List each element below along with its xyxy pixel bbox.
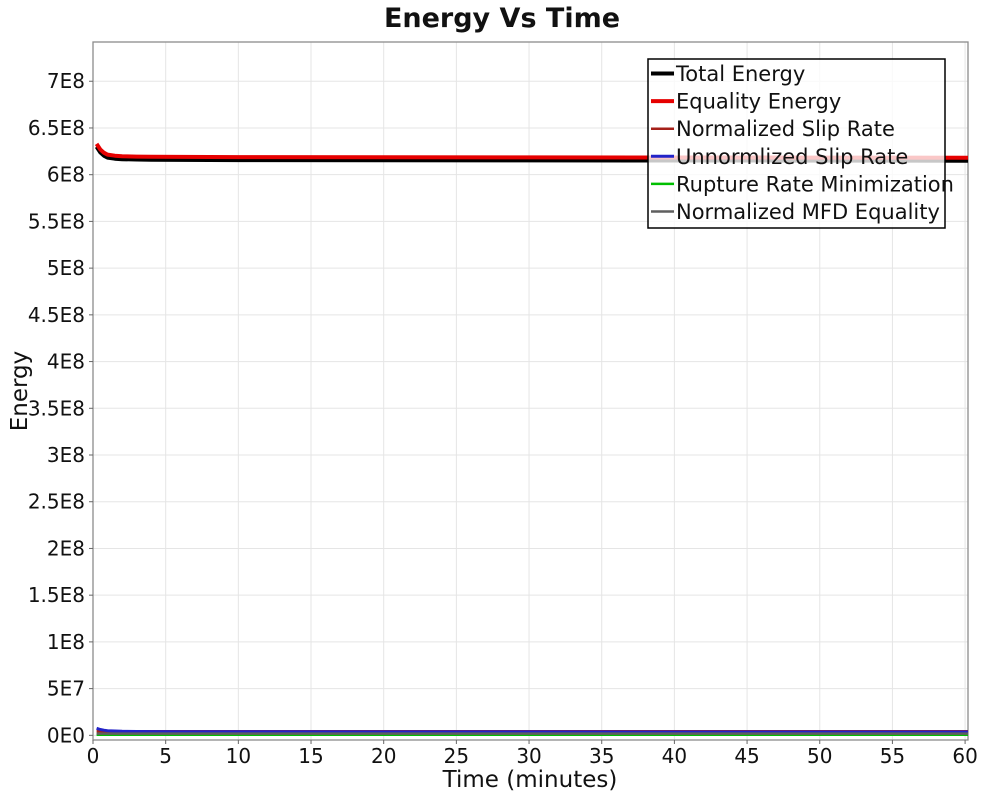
- legend-label: Total Energy: [675, 62, 805, 86]
- y-tick-label: 1.5E8: [28, 583, 85, 607]
- y-tick-label: 5E7: [47, 677, 85, 701]
- series-line-equality-energy: [94, 142, 969, 160]
- x-tick-label: 25: [444, 744, 469, 768]
- plot-border: [92, 41, 969, 741]
- legend-label: Normalized Slip Rate: [676, 117, 895, 141]
- y-tick-label: 5.5E8: [28, 209, 85, 233]
- legend-box: [647, 58, 946, 229]
- x-tick-label: 50: [807, 744, 832, 768]
- y-tick-label: 6.5E8: [28, 116, 85, 140]
- y-tick-label: 0E0: [47, 723, 85, 747]
- x-tick-label: 45: [734, 744, 759, 768]
- legend: Total Energy Equality Energy Normalized Sl…: [647, 58, 954, 229]
- x-tick-label: 20: [371, 744, 396, 768]
- y-tick-label: 5E8: [47, 256, 85, 280]
- y-tick-label: 6E8: [47, 163, 85, 187]
- y-tick-label: 2E8: [47, 536, 85, 560]
- y-axis-label: Energy: [7, 351, 33, 432]
- y-tick-label: 4.5E8: [28, 303, 85, 327]
- legend-label: Unnormlized Slip Rate: [676, 145, 908, 169]
- plot-area: 0E05E71E81.5E82E82.5E83E83.5E84E84.5E85E…: [28, 41, 978, 768]
- legend-label: Equality Energy: [676, 90, 841, 114]
- x-tick-label: 5: [159, 744, 172, 768]
- legend-label: Rupture Rate Minimization: [676, 172, 954, 196]
- y-tick-label: 2.5E8: [28, 490, 85, 514]
- y-tick-label: 4E8: [47, 350, 85, 374]
- x-tick-label: 15: [298, 744, 323, 768]
- chart-title: Energy Vs Time: [384, 3, 620, 34]
- y-tick-label: 3.5E8: [28, 396, 85, 420]
- x-tick-label: 0: [87, 744, 100, 768]
- y-tick-label: 3E8: [47, 443, 85, 467]
- x-axis-label: Time (minutes): [442, 767, 618, 793]
- x-tick-label: 60: [952, 744, 977, 768]
- x-tick-label: 10: [226, 744, 251, 768]
- series-line-total-energy: [94, 145, 969, 163]
- x-tick-label: 40: [662, 744, 687, 768]
- x-tick-label: 55: [880, 744, 905, 768]
- x-tick-label: 30: [516, 744, 541, 768]
- legend-label: Normalized MFD Equality: [676, 200, 940, 224]
- series-line-unnormlized-slip-rate: [96, 726, 968, 734]
- x-tick-label: 35: [589, 744, 614, 768]
- y-tick-label: 7E8: [47, 69, 85, 93]
- y-tick-label: 1E8: [47, 630, 85, 654]
